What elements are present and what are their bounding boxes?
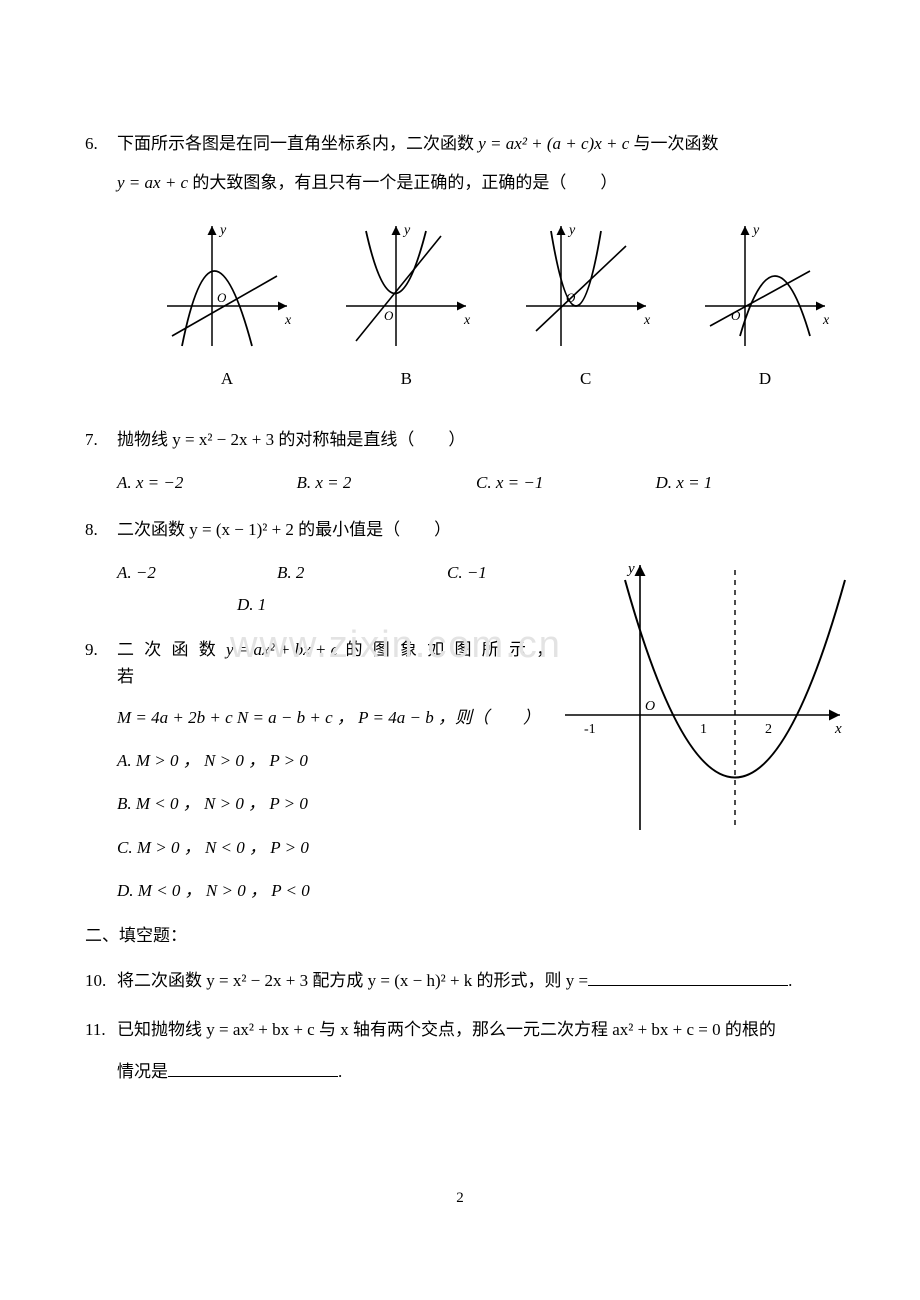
problem-body: 二 次 函 数 y = ax² + bx + c 的 图 象 如 图 所 示 ，… xyxy=(117,636,565,904)
option-b: B. M < 0 ， N > 0 ， P > 0 xyxy=(117,790,565,817)
problem-text-line1: 二 次 函 数 y = ax² + bx + c 的 图 象 如 图 所 示 ，… xyxy=(117,636,565,690)
problem-6: 6. 下面所示各图是在同一直角坐标系内，二次函数 y = ax² + (a + … xyxy=(85,130,835,402)
problem-number: 9. xyxy=(85,636,117,904)
graph-label-a: A xyxy=(157,365,297,392)
svg-text:y: y xyxy=(567,223,576,238)
problem-11: 11. 已知抛物线 y = ax² + bx + c 与 x 轴有两个交点，那么… xyxy=(85,1016,835,1084)
text-frag: 的大致图象，有且只有一个是正确的，正确的是（ ） xyxy=(188,173,617,192)
graph-a: x y O A xyxy=(157,216,297,391)
problem-body: 已知抛物线 y = ax² + bx + c 与 x 轴有两个交点，那么一元二次… xyxy=(117,1016,835,1084)
problem-7: 7. 抛物线 y = x² − 2x + 3 的对称轴是直线（ ） A. x =… xyxy=(85,426,835,496)
problem-number: 6. xyxy=(85,130,117,402)
option-d: D. x = 1 xyxy=(656,469,836,496)
option-a: A. −2 xyxy=(117,559,277,586)
problem-10: 10. 将二次函数 y = x² − 2x + 3 配方成 y = (x − h… xyxy=(85,967,835,994)
option-b: B. 2 xyxy=(277,559,447,586)
svg-text:O: O xyxy=(217,290,227,305)
svg-text:x: x xyxy=(822,313,830,328)
problem-9-graph: x y O -1 1 2 xyxy=(560,555,850,843)
equation: y = ax + c xyxy=(117,173,188,192)
option-a: A. x = −2 xyxy=(117,469,297,496)
svg-text:O: O xyxy=(645,699,655,714)
svg-text:1: 1 xyxy=(700,722,707,737)
problem-text-line2: y = ax + c 的大致图象，有且只有一个是正确的，正确的是（ ） xyxy=(117,169,835,196)
svg-text:2: 2 xyxy=(765,722,772,737)
option-b: B. x = 2 xyxy=(297,469,477,496)
graph-d: x y O D xyxy=(695,216,835,391)
text-frag: . xyxy=(788,971,792,990)
problem-number: 10. xyxy=(85,967,117,994)
option-a: A. M > 0 ， N > 0 ， P > 0 xyxy=(117,747,565,774)
problem-body: 抛物线 y = x² − 2x + 3 的对称轴是直线（ ） A. x = −2… xyxy=(117,426,835,496)
svg-text:x: x xyxy=(834,721,842,737)
problem-body: 将二次函数 y = x² − 2x + 3 配方成 y = (x − h)² +… xyxy=(117,967,835,994)
problem-number: 7. xyxy=(85,426,117,496)
svg-text:O: O xyxy=(384,308,394,323)
text-frag: 与一次函数 xyxy=(629,134,718,153)
problem-text: 二次函数 y = (x − 1)² + 2 的最小值是（ ） xyxy=(117,516,835,543)
text-frag: 下面所示各图是在同一直角坐标系内，二次函数 xyxy=(117,134,478,153)
text-frag: 情况是 xyxy=(117,1062,168,1081)
option-c: C. −1 xyxy=(447,559,567,586)
options-row: A. x = −2 B. x = 2 C. x = −1 D. x = 1 xyxy=(117,469,835,496)
problem-number: 11. xyxy=(85,1016,117,1084)
problem-text-line1: 已知抛物线 y = ax² + bx + c 与 x 轴有两个交点，那么一元二次… xyxy=(117,1016,835,1043)
option-d: D. M < 0 ， N > 0 ， P < 0 xyxy=(117,877,565,904)
problem-text: 抛物线 y = x² − 2x + 3 的对称轴是直线（ ） xyxy=(117,426,835,453)
problem-text-line2: M = 4a + 2b + c N = a − b + c ， P = 4a −… xyxy=(117,704,565,731)
svg-text:x: x xyxy=(643,313,651,328)
graph-label-c: C xyxy=(516,365,656,392)
fill-blank[interactable] xyxy=(168,1060,338,1077)
svg-text:y: y xyxy=(751,223,760,238)
p9-graph-svg: x y O -1 1 2 xyxy=(560,555,850,835)
text-frag: 将二次函数 y = x² − 2x + 3 配方成 y = (x − h)² +… xyxy=(117,971,588,990)
equation: y = ax² + bx + c xyxy=(226,640,338,659)
graph-b-svg: x y O xyxy=(336,216,476,356)
equation: y = ax² + (a + c)x + c xyxy=(478,134,629,153)
svg-text:y: y xyxy=(626,561,635,577)
page-number: 2 xyxy=(0,1186,920,1210)
graph-c-svg: x y O xyxy=(516,216,656,356)
graph-d-svg: x y O xyxy=(695,216,835,356)
text-frag: . xyxy=(338,1062,342,1081)
problem-number: 8. xyxy=(85,516,117,618)
svg-text:y: y xyxy=(218,223,227,238)
problem-body: 下面所示各图是在同一直角坐标系内，二次函数 y = ax² + (a + c)x… xyxy=(117,130,835,402)
graph-a-svg: x y O xyxy=(157,216,297,356)
problem-text-line2: 情况是. xyxy=(117,1058,835,1085)
problem-text-line1: 下面所示各图是在同一直角坐标系内，二次函数 y = ax² + (a + c)x… xyxy=(117,130,835,157)
graph-c: x y O C xyxy=(516,216,656,391)
graph-label-d: D xyxy=(695,365,835,392)
graph-row: x y O A x y O xyxy=(157,216,835,391)
graph-b: x y O B xyxy=(336,216,476,391)
fill-blank[interactable] xyxy=(588,969,788,986)
section-2-heading: 二、填空题： xyxy=(85,922,835,949)
svg-text:y: y xyxy=(402,223,411,238)
svg-text:x: x xyxy=(463,313,471,328)
problem-9: 9. 二 次 函 数 y = ax² + bx + c 的 图 象 如 图 所 … xyxy=(85,636,565,904)
svg-text:x: x xyxy=(284,313,292,328)
text-frag: 二 次 函 数 xyxy=(117,640,226,659)
svg-text:-1: -1 xyxy=(584,722,596,737)
option-c: C. M > 0 ， N < 0 ， P > 0 xyxy=(117,834,565,861)
option-c: C. x = −1 xyxy=(476,469,656,496)
graph-label-b: B xyxy=(336,365,476,392)
